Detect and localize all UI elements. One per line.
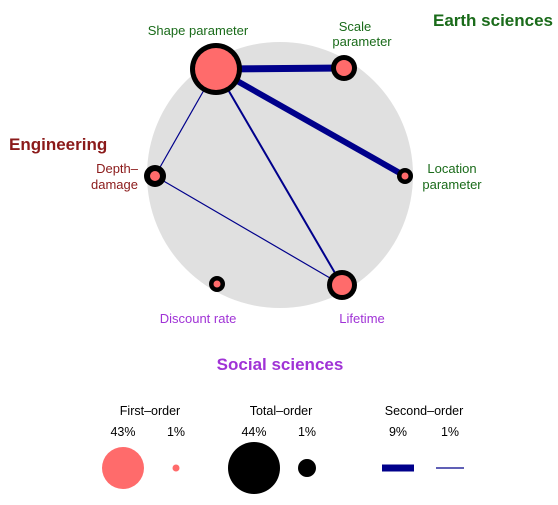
label-discount-rate: Discount rate — [160, 311, 237, 326]
legend-second-order-title: Second–order — [385, 404, 464, 418]
background-circle — [147, 42, 413, 308]
label-lifetime: Lifetime — [339, 311, 385, 326]
group-label-earth-sciences: Earth sciences — [433, 11, 553, 30]
label-scale-parameter-line2: parameter — [332, 34, 392, 49]
first-order-disc — [150, 171, 160, 181]
legend-first-order-min-label: 1% — [167, 425, 185, 439]
legend-first-order-min-disc — [172, 464, 180, 472]
parameter-nodes — [144, 43, 413, 300]
edge-shape-location — [214, 66, 407, 179]
label-location-parameter-line1: Location — [427, 161, 476, 176]
node-shape-parameter — [190, 43, 242, 95]
node-lifetime — [327, 270, 357, 300]
group-label-social-sciences: Social sciences — [217, 355, 344, 374]
legend-first-order-title: First–order — [120, 404, 180, 418]
edge-shape-lifetime — [215, 68, 343, 286]
label-scale-parameter-line1: Scale — [339, 19, 372, 34]
group-label-engineering: Engineering — [9, 135, 107, 154]
first-order-disc — [195, 48, 237, 90]
legend-second-order-max-label: 9% — [389, 425, 407, 439]
legend-total-order-max-label: 44% — [241, 425, 266, 439]
legend-second-order-min-label: 1% — [441, 425, 459, 439]
node-discount-rate — [209, 276, 225, 292]
legend-total-order-max-disc — [228, 442, 280, 494]
first-order-disc — [332, 275, 352, 295]
first-order-disc — [336, 60, 352, 76]
node-depth-damage — [144, 165, 166, 187]
legend-first-order-max-disc — [102, 447, 144, 489]
legend-total-order-title: Total–order — [250, 404, 313, 418]
node-scale-parameter — [331, 55, 357, 81]
node-location-parameter — [397, 168, 413, 184]
first-order-disc — [213, 280, 221, 288]
label-depth-damage-line1: Depth– — [96, 161, 139, 176]
legend-total-order-min-disc — [298, 459, 316, 477]
legend-total-order-min-label: 1% — [298, 425, 316, 439]
label-location-parameter-line2: parameter — [422, 177, 482, 192]
label-depth-damage-line2: damage — [91, 177, 138, 192]
first-order-disc — [401, 172, 409, 180]
legend: First–order 43% 1% Total–order 44% 1% Se… — [102, 404, 464, 494]
label-shape-parameter: Shape parameter — [148, 23, 249, 38]
legend-first-order-max-label: 43% — [110, 425, 135, 439]
edge-depth-damage-lifetime — [154, 175, 343, 286]
